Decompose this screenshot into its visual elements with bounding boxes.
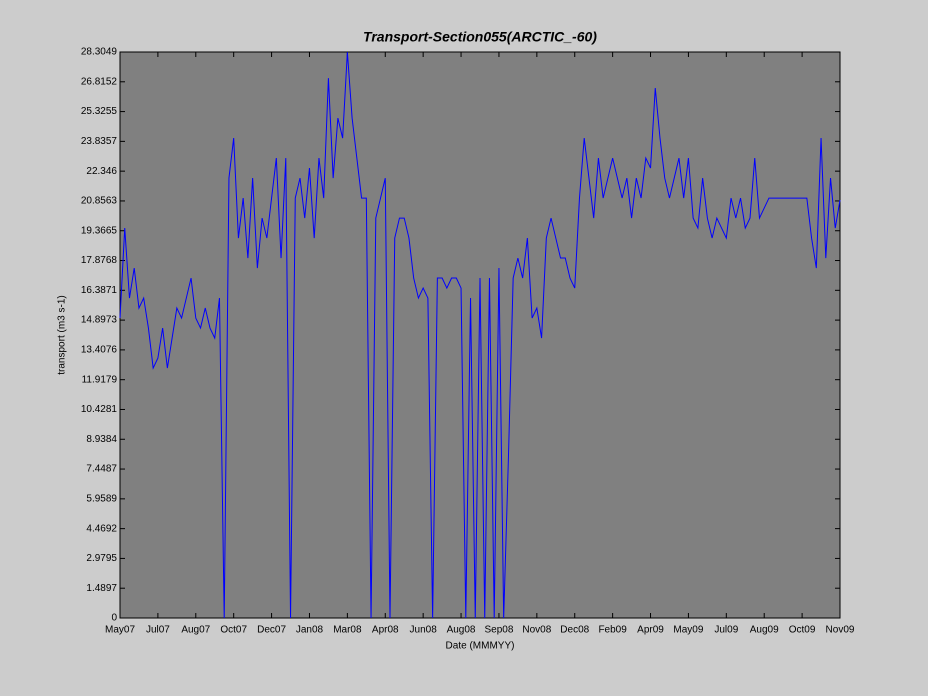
y-tick-label: 5.9589 [86, 493, 117, 504]
x-tick-label: Apr08 [372, 625, 399, 636]
x-tick-label: Dec08 [560, 625, 589, 636]
y-tick-label: 28.3049 [81, 47, 118, 58]
y-tick-label: 25.3255 [81, 106, 118, 117]
y-tick-label: 11.9179 [82, 374, 118, 385]
x-tick-label: Aug09 [750, 625, 779, 636]
x-tick-label: Jul09 [714, 625, 738, 636]
y-tick-label: 16.3871 [81, 285, 118, 296]
y-tick-label: 22.346 [86, 166, 117, 177]
y-axis-label: transport (m3 s-1) [57, 295, 68, 374]
y-tick-label: 0 [111, 613, 117, 624]
x-tick-label: Jun08 [410, 625, 438, 636]
x-tick-label: Aug08 [447, 625, 476, 636]
y-tick-label: 1.4897 [86, 583, 117, 594]
y-tick-label: 10.4281 [81, 404, 118, 415]
x-tick-label: May07 [105, 625, 135, 636]
x-tick-label: Mar08 [333, 625, 362, 636]
x-tick-label: Feb09 [598, 625, 627, 636]
y-tick-label: 26.8152 [81, 76, 118, 87]
x-tick-label: Oct09 [789, 625, 816, 636]
x-tick-label: Dec07 [257, 625, 286, 636]
y-tick-label: 4.4692 [86, 523, 117, 534]
y-tick-label: 8.9384 [86, 434, 117, 445]
x-tick-label: Sep08 [484, 625, 513, 636]
x-axis-label: Date (MMMYY) [446, 641, 515, 652]
y-tick-label: 19.3665 [81, 225, 118, 236]
y-tick-label: 20.8563 [81, 196, 118, 207]
y-tick-label: 14.8973 [81, 315, 118, 326]
x-tick-label: Aug07 [181, 625, 210, 636]
y-tick-label: 2.9795 [86, 553, 117, 564]
x-tick-label: Apr09 [637, 625, 664, 636]
x-tick-label: May09 [673, 625, 703, 636]
x-tick-label: Oct07 [220, 625, 247, 636]
y-tick-label: 13.4076 [81, 345, 118, 356]
y-tick-label: 23.8357 [81, 136, 118, 147]
x-tick-label: Nov08 [522, 625, 551, 636]
y-tick-label: 17.8768 [81, 255, 118, 266]
plot-area [119, 51, 841, 619]
x-tick-label: Jul07 [146, 625, 170, 636]
x-tick-label: Jan08 [296, 625, 324, 636]
data-line [119, 52, 841, 619]
y-tick-label: 7.4487 [86, 464, 117, 475]
x-tick-label: Nov09 [826, 625, 855, 636]
chart-title: Transport-Section055(ARCTIC_-60) [363, 29, 597, 45]
